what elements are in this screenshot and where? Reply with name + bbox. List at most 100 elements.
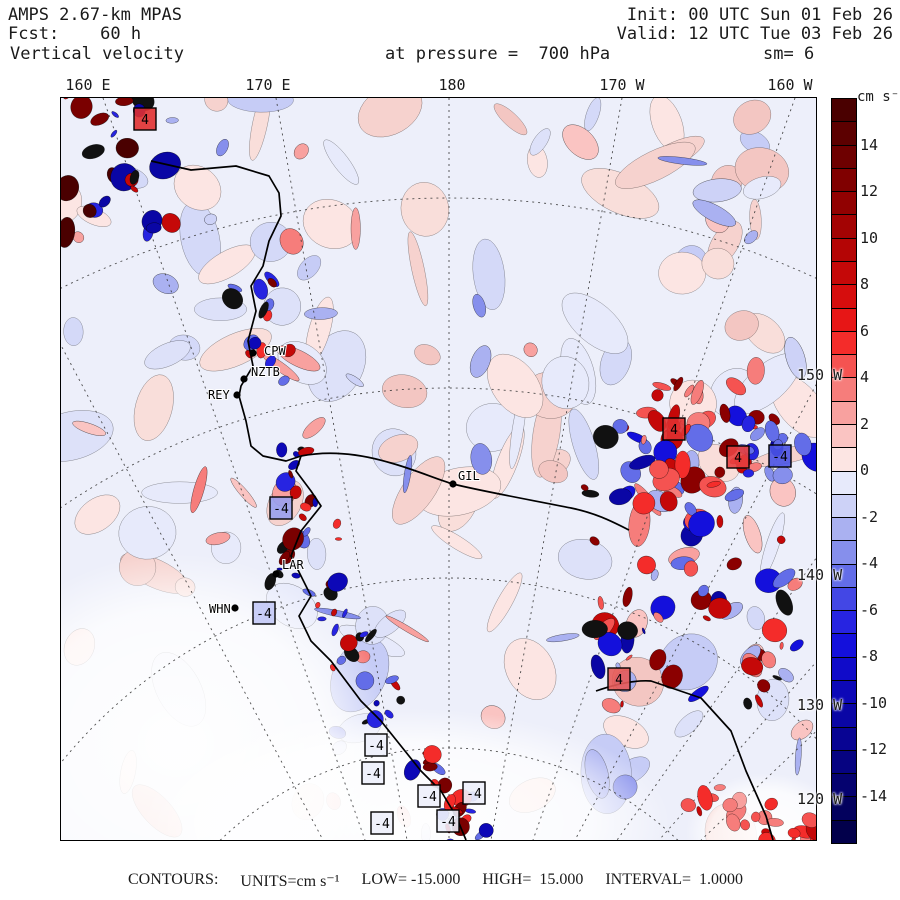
station-layer: CPW NZTB REY GIL LAR WHN bbox=[207, 343, 481, 617]
colorbar-cell bbox=[832, 634, 856, 658]
longitude-edge-label: 150 W bbox=[797, 366, 843, 384]
colorbar-tick-label: 0 bbox=[860, 461, 870, 479]
extreme-marker-value: -4 bbox=[440, 815, 456, 830]
colorbar-cell bbox=[832, 657, 856, 682]
longitude-edge-label: 140 W bbox=[797, 566, 843, 584]
colorbar-cell bbox=[832, 541, 856, 565]
colorbar-cell bbox=[832, 564, 856, 588]
colorbar-cell bbox=[832, 587, 856, 612]
footer-segment: INTERVAL= 1.0000 bbox=[605, 871, 744, 888]
station-label-REY: REY bbox=[208, 388, 230, 402]
colorbar-cell bbox=[832, 820, 856, 843]
colorbar-cell bbox=[832, 401, 856, 425]
colorbar-cell bbox=[832, 797, 856, 821]
extreme-marker-box bbox=[269, 496, 293, 520]
extreme-marker-box bbox=[768, 444, 792, 468]
extreme-marker-box bbox=[370, 811, 394, 835]
footer-segment: LOW= -15.000 bbox=[361, 871, 461, 888]
extreme-markers-layer: 444 -4-4-44-4-4-4 -4-4 -4 bbox=[133, 107, 792, 835]
colorbar-cell bbox=[832, 518, 856, 542]
field-name: Vertical velocity bbox=[10, 44, 184, 64]
colorbar-cell bbox=[832, 331, 856, 356]
colorbar-cell bbox=[832, 308, 856, 332]
station-label-LAR: LAR bbox=[282, 558, 304, 572]
colorbar bbox=[831, 98, 857, 844]
colorbar-cell bbox=[832, 192, 856, 216]
colorbar-cell bbox=[832, 122, 856, 146]
extreme-marker-box bbox=[364, 733, 388, 757]
smoothing-label: sm= 6 bbox=[763, 44, 815, 64]
extreme-marker-value: -4 bbox=[421, 790, 437, 805]
extreme-marker-box bbox=[417, 784, 441, 808]
extreme-marker-value: -4 bbox=[256, 607, 272, 622]
colorbar-cell bbox=[832, 704, 856, 728]
colorbar-units-label: cm s⁻¹ bbox=[857, 89, 900, 105]
extreme-marker-box bbox=[462, 781, 486, 805]
colorbar-cell bbox=[832, 750, 856, 775]
extreme-marker-value: 4 bbox=[734, 451, 742, 466]
colorbar-tick-label: 6 bbox=[860, 321, 870, 340]
extreme-marker-box bbox=[361, 761, 385, 785]
station-dot-NZTB bbox=[240, 375, 248, 383]
colorbar-cell bbox=[832, 145, 856, 169]
extreme-marker-value: -4 bbox=[466, 787, 482, 802]
colorbar-cell bbox=[832, 471, 856, 495]
level-label: at pressure = 700 hPa bbox=[385, 44, 611, 64]
footer-segment: HIGH= 15.000 bbox=[482, 871, 584, 888]
extreme-marker-value: -4 bbox=[365, 767, 381, 782]
colorbar-cell bbox=[832, 448, 856, 472]
colorbar-cell bbox=[832, 285, 856, 309]
longitude-tick-label: 160 E bbox=[65, 76, 111, 94]
extreme-marker-box bbox=[662, 417, 686, 441]
model-title: AMPS 2.67-km MPAS bbox=[8, 5, 182, 25]
footer-segment: CONTOURS: bbox=[128, 871, 219, 888]
longitude-tick-label: 160 W bbox=[767, 76, 813, 94]
longitude-tick-label: 180 bbox=[438, 76, 466, 94]
colorbar-cell bbox=[832, 215, 856, 239]
extreme-marker-value: -4 bbox=[374, 817, 390, 832]
contour-info-footer: CONTOURS: UNITS=cm s⁻¹ LOW= -15.000 HIGH= 1… bbox=[128, 871, 743, 891]
colorbar-cell bbox=[832, 494, 856, 519]
colorbar-cell bbox=[832, 355, 856, 379]
colorbar-tick-label: -10 bbox=[860, 693, 888, 712]
extreme-marker-box bbox=[252, 601, 276, 625]
station-dot-LAR bbox=[272, 570, 280, 578]
colorbar-tick-label: -14 bbox=[860, 786, 888, 805]
colorbar-cell bbox=[832, 681, 856, 705]
station-dot-WHN bbox=[231, 604, 239, 612]
forecast-hour: Fcst: 60 h bbox=[8, 24, 142, 44]
extreme-marker-value: -4 bbox=[273, 502, 289, 517]
colorbar-cell bbox=[832, 168, 856, 193]
colorbar-tick-label: 14 bbox=[860, 135, 879, 154]
extreme-marker-value: -4 bbox=[368, 739, 384, 754]
colorbar-tick-label: 2 bbox=[860, 414, 870, 433]
extreme-marker-value: 4 bbox=[141, 113, 149, 128]
init-time: Init: 00 UTC Sun 01 Feb 26 bbox=[626, 5, 893, 25]
extreme-marker-box bbox=[607, 667, 631, 691]
extreme-marker-box bbox=[133, 107, 157, 131]
colorbar-cell bbox=[832, 424, 856, 449]
station-dot-CPW bbox=[249, 349, 257, 357]
extreme-marker-box bbox=[436, 809, 460, 833]
extreme-marker-value: -4 bbox=[772, 450, 788, 465]
longitude-edge-label: 120 W bbox=[797, 790, 843, 808]
colorbar-tick-label: 8 bbox=[860, 275, 870, 293]
colorbar-cell bbox=[832, 238, 856, 262]
colorbar-tick-label: 12 bbox=[860, 182, 879, 200]
colorbar-cell bbox=[832, 378, 856, 402]
footer-segment: UNITS=cm s⁻¹ bbox=[240, 873, 340, 890]
station-dot-REY bbox=[233, 391, 241, 399]
colorbar-tick-label: 4 bbox=[860, 368, 870, 386]
colorbar-tick-label: -2 bbox=[860, 507, 879, 526]
colorbar-cell bbox=[832, 99, 856, 123]
graticule-layer bbox=[61, 98, 816, 840]
extreme-marker-value: 4 bbox=[615, 673, 623, 688]
station-label-CPW: CPW bbox=[264, 344, 286, 358]
station-label-GIL: GIL bbox=[458, 469, 480, 483]
colorbar-tick-label: -8 bbox=[860, 647, 879, 665]
map-frame: CPW NZTB REY GIL LAR WHN 4 4 4 -4 -4 -4 4 -4 -4 -4 -4 -4-… bbox=[60, 97, 817, 841]
extreme-marker-box bbox=[726, 445, 750, 469]
valid-time: Valid: 12 UTC Tue 03 Feb 26 bbox=[616, 24, 893, 44]
